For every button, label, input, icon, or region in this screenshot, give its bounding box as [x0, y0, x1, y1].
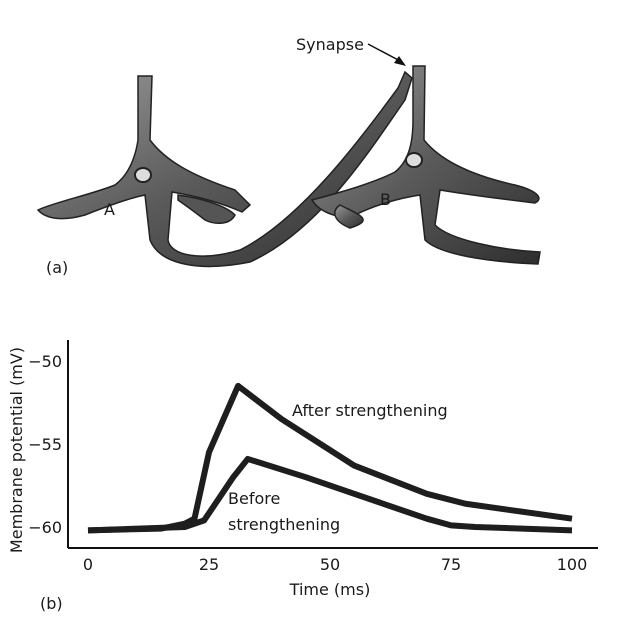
neuron-b — [310, 65, 541, 265]
x-tick-label: 50 — [320, 555, 340, 574]
y-tick-label: −50 — [28, 352, 62, 371]
synapse-arrow — [367, 43, 403, 63]
x-tick-label: 0 — [83, 555, 93, 574]
y-axis-label: Membrane potential (mV) — [7, 347, 26, 553]
neuron-b-label: B — [380, 190, 391, 209]
x-axis-label: Time (ms) — [289, 580, 371, 599]
x-tick-label: 100 — [557, 555, 588, 574]
neuron-a-label: A — [104, 200, 115, 219]
neuron-b-nucleus — [405, 152, 423, 168]
neuron-a-dendrite — [177, 194, 236, 225]
y-tick-label: −60 — [28, 518, 62, 537]
membrane-potential-chart: 0 25 50 75 100 −50 −55 −60 Time (ms) Membrane pot… — [7, 340, 598, 599]
synapse-label: Synapse — [296, 35, 364, 54]
series-line-before — [87, 455, 573, 534]
synapse-arrowhead — [394, 56, 406, 66]
y-tick-label: −55 — [28, 435, 62, 454]
x-tick-label: 75 — [441, 555, 461, 574]
x-tick-label: 25 — [199, 555, 219, 574]
neuron-a — [36, 70, 413, 268]
panel-a-label: (a) — [46, 258, 68, 277]
series-annotation: strengthening — [228, 515, 340, 534]
panel-b-label: (b) — [40, 594, 63, 613]
series-annotation: After strengthening — [292, 401, 448, 420]
neuron-a-nucleus — [134, 167, 152, 183]
series-annotation: Before — [228, 489, 280, 508]
